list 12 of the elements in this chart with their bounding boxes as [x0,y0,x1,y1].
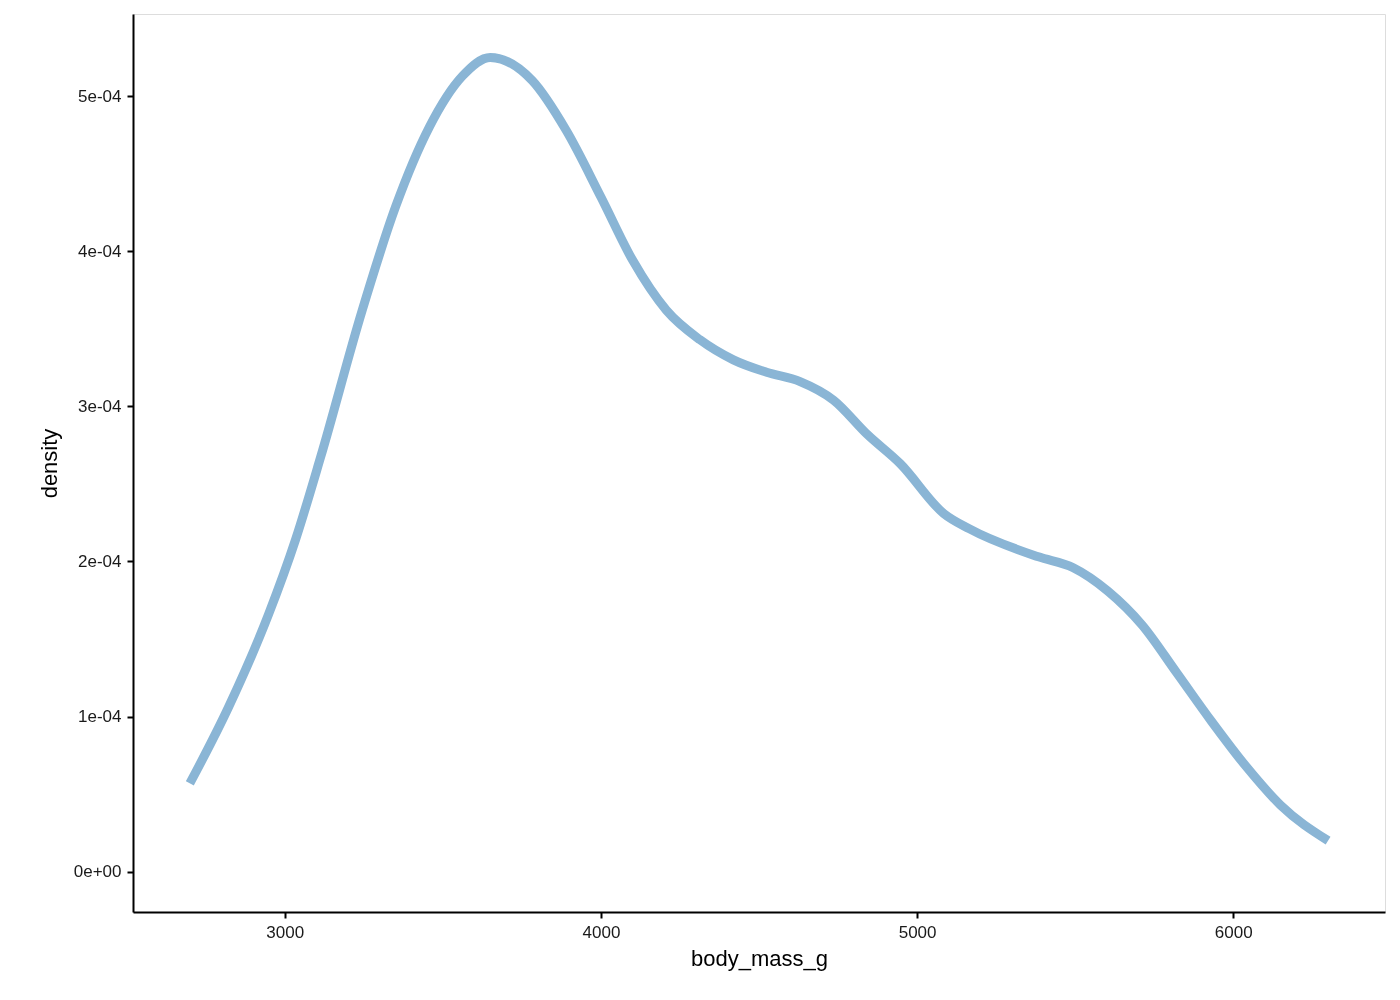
y-tick-label: 1e-04 [78,707,122,727]
x-tick-label: 5000 [898,922,937,942]
y-tick-label: 0e+00 [73,862,122,882]
y-tick-label: 3e-04 [78,396,122,416]
x-tick-label: 6000 [1214,922,1253,942]
x-tick-label: 4000 [582,922,621,942]
x-axis-title: body_mass_g [691,945,828,971]
y-tick-label: 2e-04 [78,551,122,571]
y-tick-label: 4e-04 [78,241,122,261]
x-tick-label: 3000 [266,922,305,942]
y-axis-title: density [36,428,62,499]
y-tick-label: 5e-04 [78,86,122,106]
